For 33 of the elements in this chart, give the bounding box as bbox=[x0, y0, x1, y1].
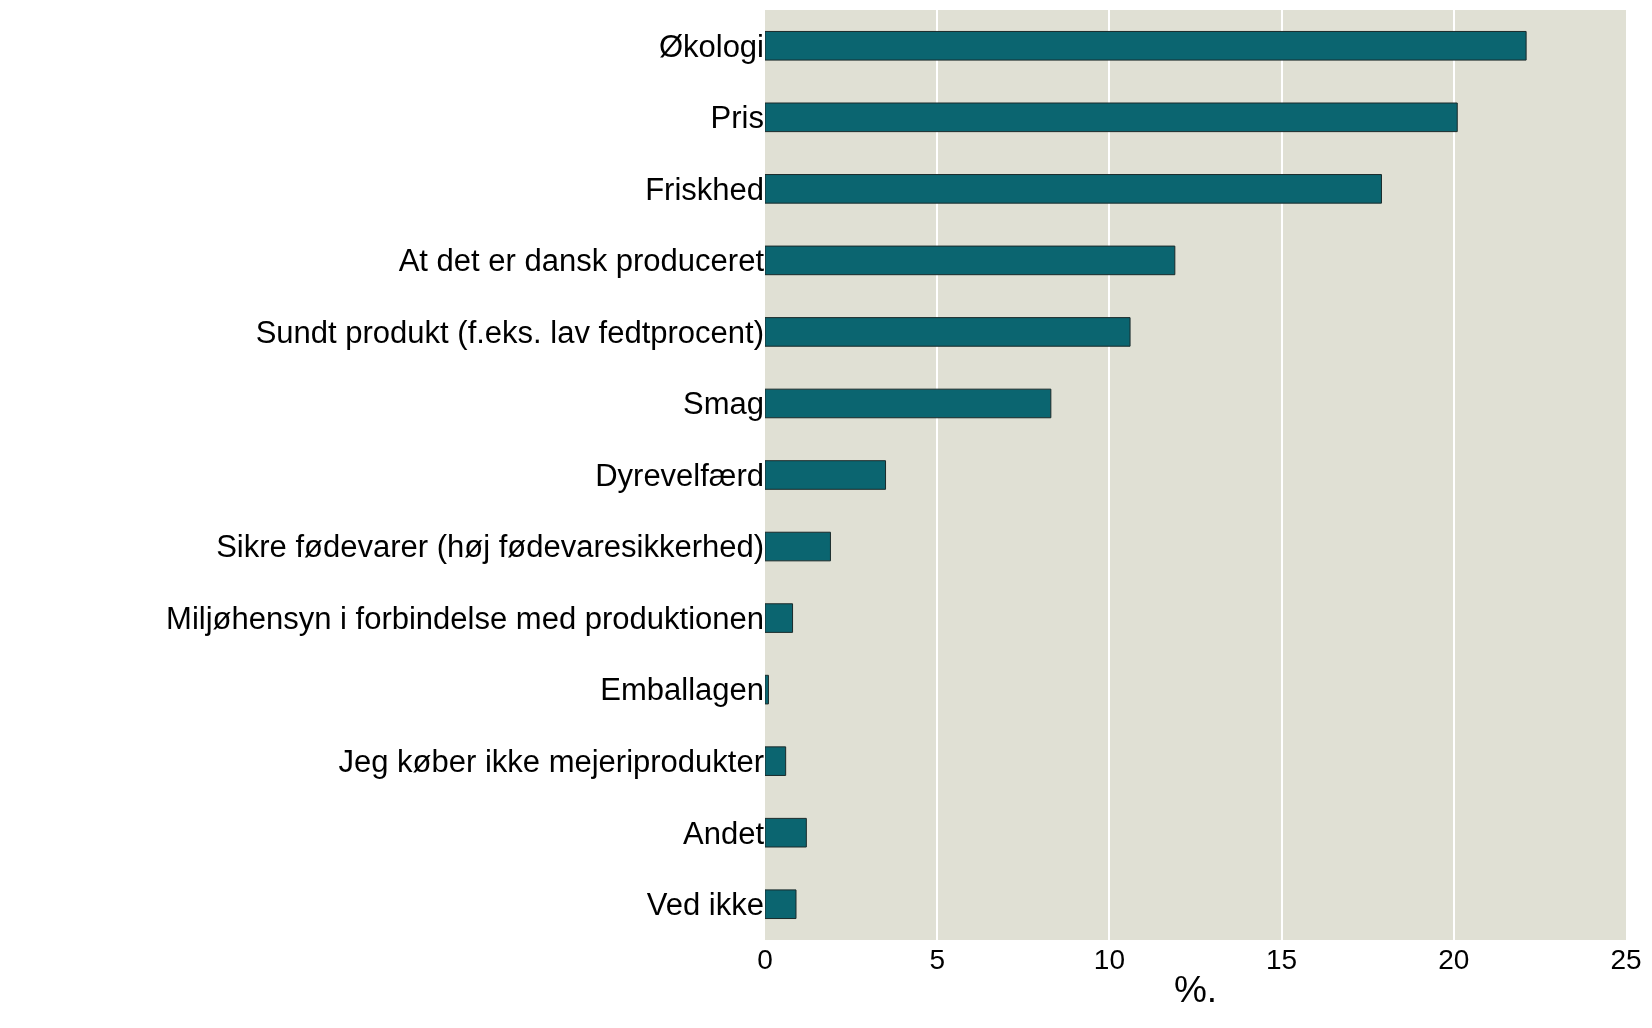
y-tick-label: Sikre fødevarer (høj fødevaresikkerhed) bbox=[216, 529, 764, 565]
y-tick-label: Friskhed bbox=[645, 171, 764, 207]
x-tick-label: 15 bbox=[1266, 944, 1298, 975]
y-tick-label: Jeg køber ikke mejeriprodukter bbox=[338, 744, 764, 779]
bar bbox=[765, 102, 1458, 133]
bar bbox=[765, 889, 797, 920]
y-tick-label: Pris bbox=[710, 100, 764, 136]
bar bbox=[765, 746, 787, 776]
y-tick-label: Ved ikke bbox=[646, 887, 764, 923]
x-tick-label: 10 bbox=[1093, 944, 1125, 975]
bar bbox=[765, 30, 1527, 61]
bar bbox=[765, 603, 794, 633]
y-tick-label: Dyrevelfærd bbox=[595, 457, 764, 493]
bar bbox=[765, 817, 807, 848]
x-tick-label: 0 bbox=[757, 944, 773, 975]
bar bbox=[765, 174, 1382, 204]
y-tick-label: Andet bbox=[682, 815, 765, 851]
y-tick-label: Emballagen bbox=[600, 672, 764, 708]
y-tick-label: Økologi bbox=[658, 28, 764, 64]
bar bbox=[765, 460, 887, 490]
bar bbox=[765, 317, 1131, 347]
bar bbox=[765, 531, 831, 562]
bar bbox=[765, 674, 769, 705]
y-tick-label: At det er dansk produceret bbox=[398, 243, 765, 279]
y-tick-label: Miljøhensyn i forbindelse med produktionen bbox=[166, 600, 764, 636]
bar bbox=[765, 388, 1052, 419]
bar bbox=[765, 245, 1176, 276]
x-tick-label: 25 bbox=[1610, 944, 1642, 975]
y-tick-label: Smag bbox=[683, 386, 764, 422]
x-axis-title: %. bbox=[1173, 969, 1218, 1011]
y-tick-label: Sundt produkt (f.eks. lav fedtprocent) bbox=[255, 314, 764, 350]
x-tick-label: 20 bbox=[1438, 944, 1470, 975]
x-tick-label: 5 bbox=[929, 944, 945, 975]
